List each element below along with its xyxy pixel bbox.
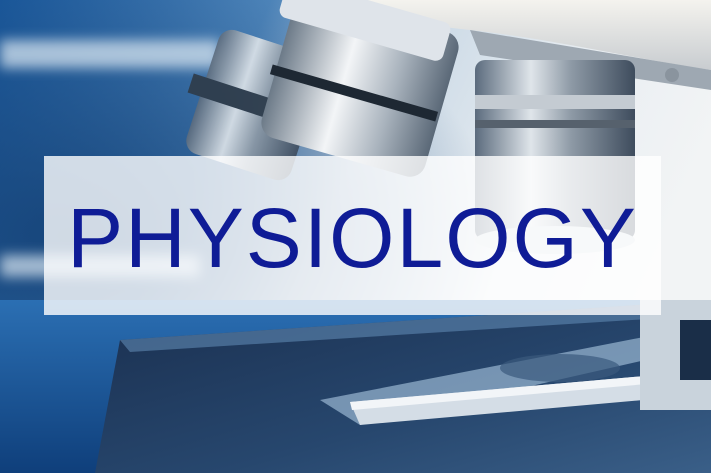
page-title: PHYSIOLOGY xyxy=(67,190,638,285)
title-band: PHYSIOLOGY xyxy=(44,156,661,315)
